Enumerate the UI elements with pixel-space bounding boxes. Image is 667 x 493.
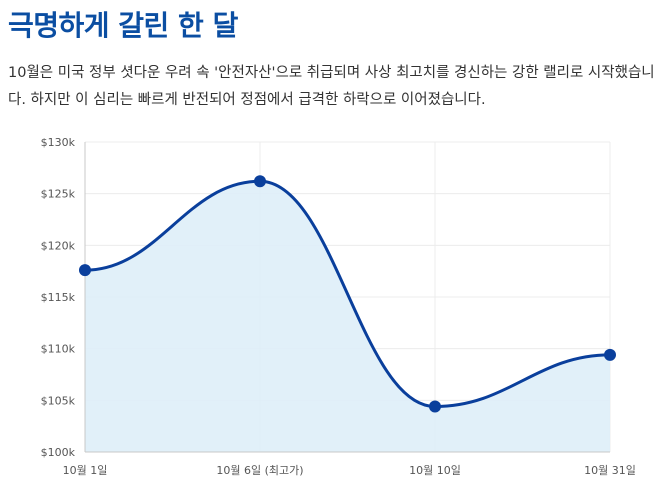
x-tick-label: 10월 31일 [584,463,636,477]
y-tick-label: $110k [41,343,76,356]
y-tick-label: $120k [41,239,76,252]
chart-description: 10월은 미국 정부 셧다운 우려 속 '안전자산'으로 취급되며 사상 최고치… [8,65,655,108]
data-point[interactable] [604,348,616,361]
x-tick-label: 10월 10일 [409,463,461,477]
data-point[interactable] [254,175,266,188]
chart-title: 극명하게 갈린 한 달 [8,9,238,42]
area-fill [85,181,610,452]
y-tick-label: $125k [41,188,76,201]
y-tick-label: $105k [41,394,76,407]
tick-labels: $100k $105k $110k $115k $120k $125k $130k 10월 1… [41,136,636,477]
y-tick-label: $115k [41,291,76,304]
y-tick-label: $100k [41,446,76,459]
series-line [84,179,611,409]
data-point[interactable] [79,264,91,277]
x-tick-label: 10월 6일 (최고가) [216,463,303,477]
y-tick-label: $130k [41,136,76,149]
axes [84,142,610,453]
x-tick-label: 10월 1일 [63,463,108,477]
data-point[interactable] [429,400,441,413]
data-points [79,175,616,413]
